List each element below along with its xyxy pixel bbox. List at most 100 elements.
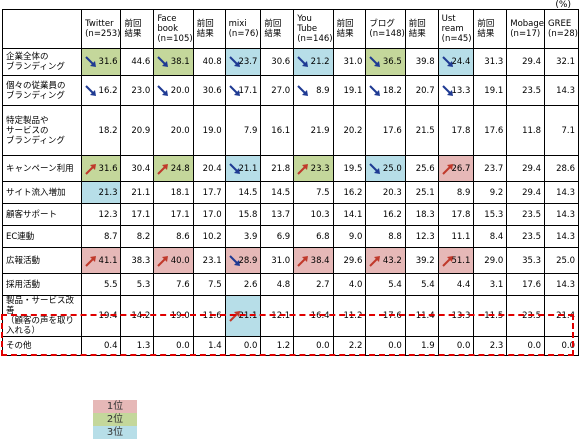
arrow-down-icon — [228, 162, 240, 174]
arrow-up-icon — [85, 163, 97, 175]
value-text: 16.2 — [98, 85, 118, 96]
value-text: 21.3 — [98, 187, 118, 198]
column-header: Mobage (n=17) — [506, 9, 545, 49]
value-text: 20.7 — [415, 85, 435, 96]
value-text: 20.0 — [170, 85, 190, 96]
value-cell: 2.7 — [293, 273, 334, 296]
value-cell: 23.0 — [120, 75, 155, 106]
value-text: 8.9 — [316, 85, 330, 96]
value-cell: 13.7 — [260, 203, 295, 226]
value-cell: 6.8 — [293, 225, 334, 248]
value-cell: 38.1 — [153, 48, 194, 76]
value-text: 12.1 — [271, 311, 291, 321]
legend: 1位 2位 3位 — [93, 400, 137, 439]
value-text: 5.4 — [388, 279, 402, 290]
row-label: 製品・サービス改善 （顧客の声を取り 入れる） — [1, 295, 83, 337]
value-cell: 11.1 — [437, 225, 475, 248]
value-cell: 25.0 — [544, 247, 579, 274]
value-text: 8.4 — [489, 231, 504, 242]
arrow-up-icon — [441, 163, 453, 175]
value-cell: 17.8 — [437, 105, 475, 156]
table-row: 広報活動 41.1 38.3 40.0 23.1 28.9 31.0 38.4 29.6 43.2… — [1, 247, 579, 274]
value-cell: 0.0 — [365, 336, 406, 356]
value-text: 38.4 — [310, 255, 330, 266]
arrow-up-icon — [157, 163, 169, 175]
value-cell: 39.8 — [404, 48, 439, 76]
table-row: 採用活動 5.5 5.3 7.6 7.5 2.6 4.8 2.7 4.0 5.4 5.4 4.4 3.1… — [1, 273, 579, 296]
value-text: 6.8 — [316, 231, 330, 242]
value-text: 21.1 — [238, 311, 258, 321]
value-text: 6.9 — [276, 231, 291, 242]
arrow-up-icon — [297, 163, 309, 175]
value-cell: 14.3 — [544, 75, 579, 106]
column-header: 前回 結果 — [260, 9, 295, 49]
value-text: 21.1 — [238, 163, 258, 174]
value-cell: 7.1 — [544, 105, 579, 156]
value-cell: 30.6 — [192, 75, 226, 106]
value-text: 0.0 — [456, 341, 471, 351]
value-cell: 7.5 — [293, 181, 334, 204]
value-text: 14.3 — [556, 231, 575, 242]
value-cell: 21.2 — [293, 48, 334, 76]
value-text: 36.5 — [382, 57, 402, 67]
value-cell: 0.0 — [224, 336, 262, 356]
value-cell: 16.2 — [365, 203, 406, 226]
value-cell: 21.5 — [404, 105, 439, 156]
value-text: 30.4 — [131, 163, 151, 174]
value-cell: 19.1 — [473, 75, 508, 106]
value-text: 17.6 — [382, 125, 402, 136]
value-text: 40.0 — [170, 255, 190, 266]
value-text: 20.2 — [343, 125, 363, 136]
value-text: 21.4 — [556, 311, 575, 321]
value-text: 18.2 — [98, 125, 118, 136]
value-cell: 17.6 — [473, 105, 508, 156]
column-header: You Tube (n=146) — [293, 9, 334, 49]
value-text: 31.0 — [343, 57, 363, 67]
column-header: GREE (n=28) — [544, 9, 579, 49]
value-text: 14.3 — [556, 209, 575, 220]
header-row: Twitter (n=253) 前回 結果 Face book (n=105) 前回 … — [1, 9, 579, 49]
value-text: 16.4 — [310, 311, 330, 321]
value-cell: 24.8 — [153, 155, 194, 182]
value-cell: 1.2 — [260, 336, 295, 356]
value-cell: 13.3 — [437, 75, 475, 106]
value-cell: 7.9 — [224, 105, 262, 156]
value-text: 8.9 — [456, 187, 471, 198]
value-cell: 17.1 — [153, 203, 194, 226]
value-cell: 21.3 — [81, 181, 122, 204]
value-cell: 14.5 — [224, 181, 262, 204]
arrow-down-icon — [85, 84, 97, 96]
value-text: 7.5 — [316, 187, 330, 198]
value-cell: 38.3 — [120, 247, 155, 274]
value-cell: 0.0 — [437, 336, 475, 356]
value-text: 7.9 — [243, 125, 258, 136]
value-cell: 4.8 — [260, 273, 295, 296]
arrow-up-icon — [441, 255, 453, 267]
value-text: 14.1 — [343, 209, 363, 220]
value-text: 2.2 — [348, 341, 363, 351]
value-cell: 30.4 — [120, 155, 155, 182]
value-cell: 0.0 — [153, 336, 194, 356]
value-cell: 15.3 — [473, 203, 508, 226]
arrow-down-icon — [157, 56, 169, 67]
value-cell: 19.4 — [81, 295, 122, 337]
row-label: 顧客サポート — [1, 203, 83, 226]
value-text: 0.0 — [527, 341, 541, 351]
value-cell: 5.3 — [120, 273, 155, 296]
value-cell: 17.6 — [365, 105, 406, 156]
value-cell: 19.5 — [332, 155, 367, 182]
value-cell: 1.4 — [192, 336, 226, 356]
value-text: 0.0 — [176, 341, 190, 351]
value-cell: 17.6 — [365, 295, 406, 337]
value-cell: 40.0 — [153, 247, 194, 274]
value-text: 5.5 — [103, 279, 118, 290]
value-text: 19.0 — [170, 311, 190, 321]
value-text: 0.0 — [388, 341, 402, 351]
value-cell: 18.1 — [153, 181, 194, 204]
row-label: その他 — [1, 336, 83, 356]
value-text: 4.0 — [348, 279, 363, 290]
value-text: 16.2 — [343, 187, 363, 198]
value-text: 11.2 — [343, 311, 363, 321]
value-text: 14.3 — [556, 187, 575, 198]
legend-rank-2: 2位 — [93, 413, 137, 426]
